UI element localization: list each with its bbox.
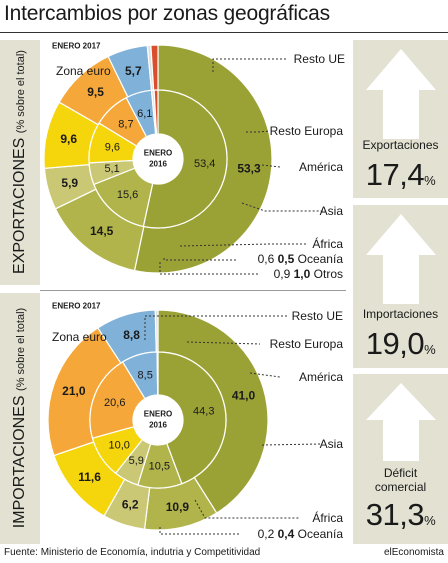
exports-legend-oceania-inner-value: 0,6 — [258, 252, 278, 266]
imports-inner-label-resto-europa: 5,9 — [129, 455, 144, 467]
imports-center-label-year: 2016 — [149, 421, 167, 430]
exports-legend-otros-inner-value: 0,9 — [274, 267, 294, 281]
kpi-imports-value: 19,0% — [353, 327, 448, 367]
imports-center-label-month: ENERO — [144, 410, 172, 419]
exports-period-label: ENERO 2017 — [52, 42, 101, 51]
imports-legend-resto-ue-leader — [144, 315, 288, 340]
imports-legend-zona-euro: Zona euro — [52, 330, 107, 344]
kpi-deficit-label-2: comercial — [374, 480, 427, 494]
kpi-imports-panel: Importaciones 19,0% — [353, 205, 448, 368]
kpi-imports-number: 19,0 — [365, 326, 425, 361]
kpi-deficit-label-1: Déficit — [383, 466, 418, 480]
imports-legend-america: América — [299, 370, 343, 384]
imports-inner-label-zona-euro: 44,3 — [193, 406, 214, 418]
imports-outer-label-resto-europa: 6,2 — [122, 498, 139, 512]
exports-outer-label-asia: 9,5 — [87, 85, 104, 99]
exports-inner-label-africa: 6,1 — [137, 108, 152, 120]
imports-legend-africa-leader — [194, 499, 300, 519]
kpi-exports-label: Exportaciones — [362, 138, 439, 152]
exports-outer-label-africa: 5,7 — [125, 64, 142, 78]
exports-outer-label-zona-euro: 53,3 — [237, 161, 261, 175]
exports-center-label-year: 2016 — [149, 160, 167, 169]
exports-legend-oceania-leader — [163, 258, 238, 261]
imports-legend-asia: Asia — [320, 437, 344, 451]
imports-inner-label-africa: 8,5 — [138, 369, 153, 381]
imports-inner-label-asia: 20,6 — [104, 397, 125, 409]
imports-period-label: ENERO 2017 — [52, 302, 101, 311]
imports-legend-asia-leader — [261, 443, 321, 446]
exports-inner-label-asia: 8,7 — [118, 119, 133, 131]
exports-legend-resto-europa-leader — [246, 130, 271, 133]
exports-inner-label-zona-euro: 53,4 — [194, 158, 215, 170]
imports-outer-label-america: 11,6 — [78, 470, 101, 484]
source-note: Fuente: Ministerio de Economía, indutria… — [4, 547, 261, 558]
exports-legend-africa: África — [312, 236, 343, 251]
imports-legend-oceania: 0,2 0,4 Oceanía — [258, 527, 344, 541]
kpi-deficit-value: 31,3% — [353, 498, 448, 538]
imports-outer-label-africa: 8,8 — [123, 328, 140, 342]
exports-legend-otros: 0,9 1,0 Otros — [274, 267, 343, 281]
arrow-up-icon — [366, 214, 436, 304]
kpi-imports-unit: % — [424, 342, 436, 357]
exports-legend-zona-euro: Zona euro — [56, 64, 111, 78]
kpi-deficit-number: 31,3 — [365, 497, 425, 532]
exports-inner-label-resto-europa: 5,1 — [104, 163, 119, 175]
exports-legend-resto-europa: Resto Europa — [270, 124, 344, 138]
exports-legend-resto-ue-leader — [212, 58, 286, 72]
title-rule — [0, 32, 448, 33]
exports-legend-asia: Asia — [320, 204, 344, 218]
imports-legend-oceania-name: Oceanía — [298, 527, 344, 541]
imports-legend-oceania-outer-value: 0,4 — [278, 527, 295, 541]
exports-side-panel: EXPORTACIONES (% sobre el total) — [0, 40, 40, 285]
imports-legend-africa: África — [312, 510, 343, 525]
imports-inner-label-resto-ue: 10,5 — [149, 460, 170, 472]
imports-center-disc — [133, 395, 183, 445]
kpi-imports-label: Importaciones — [362, 307, 439, 321]
imports-legend-resto-europa-leader — [186, 341, 261, 345]
exports-legend-america: América — [299, 160, 343, 174]
exports-legend-america-leader — [261, 164, 281, 168]
exports-legend-otros-leader — [159, 262, 260, 275]
imports-outer-label-asia: 21,0 — [62, 384, 86, 398]
kpi-exports-unit: % — [424, 173, 436, 188]
exports-legend-oceania-name: Oceanía — [298, 252, 344, 266]
section-divider — [40, 290, 346, 291]
imports-inner-label-america: 10,0 — [109, 440, 130, 452]
exports-legend-otros-name: Otros — [314, 267, 343, 281]
imports-legend-oceania-inner-value: 0,2 — [258, 527, 278, 541]
kpi-exports-panel: Exportaciones 17,4% — [353, 40, 448, 198]
imports-legend-oceania-leader — [159, 527, 240, 535]
exports-inner-label-resto-ue: 15,6 — [117, 189, 138, 201]
exports-outer-label-resto-europa: 5,9 — [61, 176, 78, 190]
exports-outer-label-resto-ue: 14,5 — [90, 224, 114, 238]
exports-legend-resto-ue: Resto UE — [294, 52, 345, 66]
arrow-up-icon — [366, 49, 436, 139]
exports-outer-label-america: 9,6 — [60, 132, 77, 146]
exports-center-label-month: ENERO — [144, 149, 172, 158]
imports-side-panel: IMPORTACIONES (% sobre el total) — [0, 293, 40, 544]
exports-inner-label-america: 9,6 — [105, 142, 120, 154]
page-title: Intercambios por zonas geográficas — [4, 2, 330, 25]
imports-legend-resto-ue: Resto UE — [292, 309, 343, 323]
exports-legend-otros-outer-value: 1,0 — [294, 267, 311, 281]
kpi-deficit-unit: % — [424, 513, 436, 528]
exports-legend-oceania-outer-value: 0,5 — [278, 252, 295, 266]
exports-center-disc — [133, 134, 183, 184]
imports-outer-label-resto-ue: 10,9 — [166, 500, 190, 514]
imports-inner-slice-oceania — [156, 351, 159, 396]
kpi-exports-value: 17,4% — [353, 158, 448, 198]
exports-legend-oceania: 0,6 0,5 Oceanía — [258, 252, 344, 266]
kpi-deficit-panel: Déficit comercial 31,3% — [353, 374, 448, 544]
imports-outer-label-zona-euro: 41,0 — [232, 388, 256, 402]
exports-legend-asia-leader — [241, 202, 325, 212]
brand-logo: elEconomista — [383, 547, 444, 558]
arrow-up-icon — [366, 383, 436, 461]
imports-legend-america-leader — [249, 372, 281, 378]
kpi-exports-number: 17,4 — [365, 157, 425, 192]
imports-legend-resto-europa: Resto Europa — [270, 337, 344, 351]
